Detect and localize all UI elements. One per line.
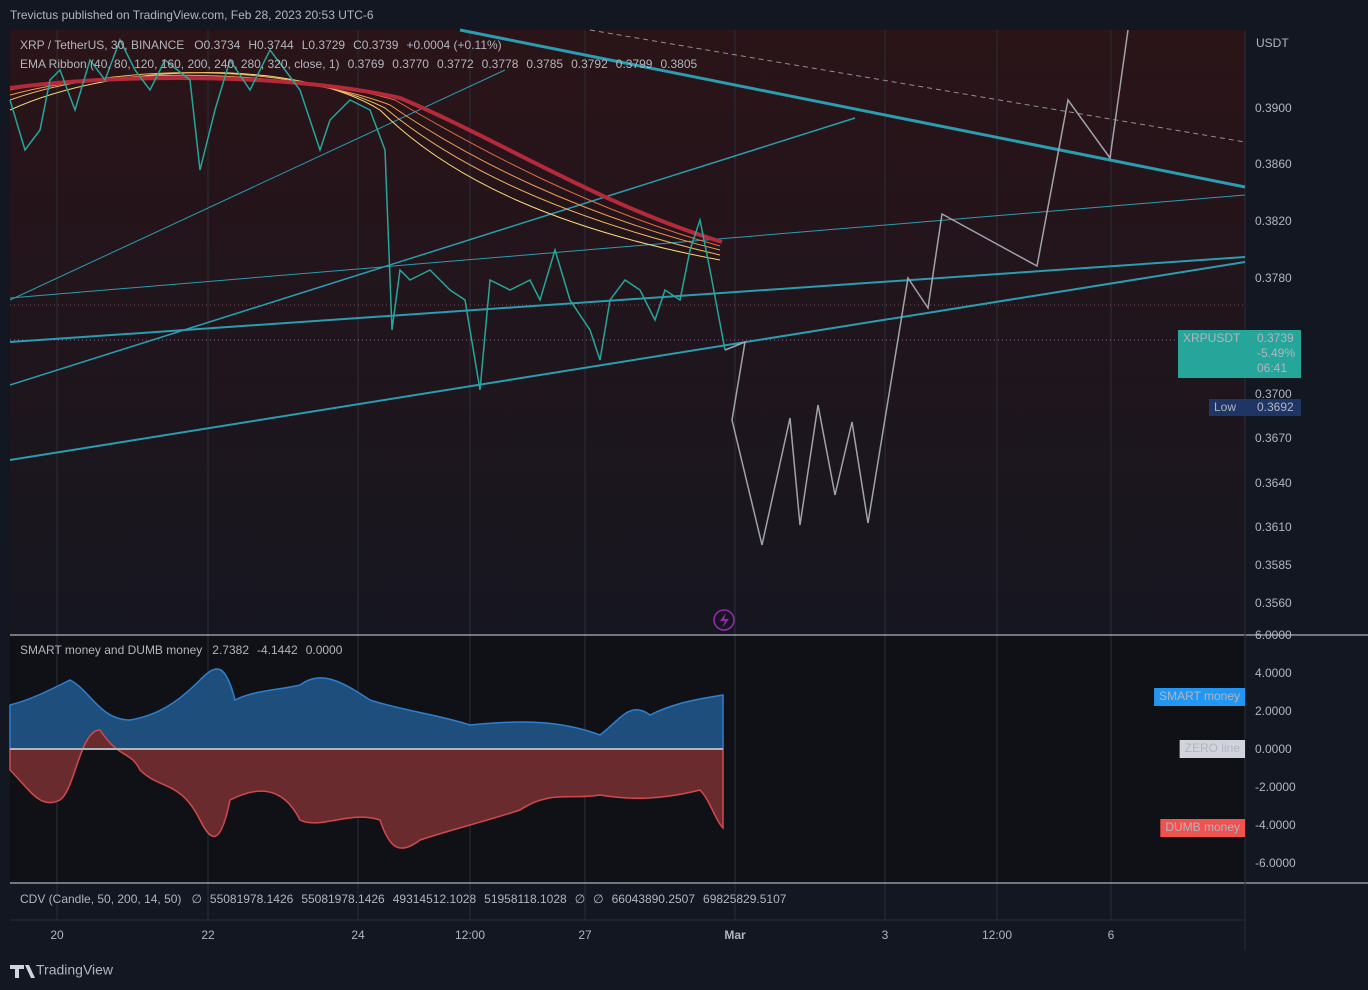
event-icon-bolt: [720, 613, 729, 628]
legend-value: 0.3772: [437, 57, 474, 71]
price-tick-label: 0.3900: [1255, 101, 1292, 115]
time-tick-label: 22: [201, 928, 215, 942]
smart-money-area: [9, 668, 724, 750]
legend-value: 0.3805: [660, 57, 697, 71]
time-tick-label: 27: [578, 928, 592, 942]
event-icon[interactable]: [713, 609, 735, 631]
price-tick-label: 0.3560: [1255, 596, 1292, 610]
price-unit: USDT: [1256, 36, 1289, 50]
legend-value: 55081978.1426: [301, 892, 385, 906]
indicator-title: SMART money and DUMB money: [20, 643, 202, 657]
indicator-values: 2.7382 -4.1442 0.0000: [212, 643, 342, 657]
price-axis: 0.3900 0.3860 0.3820 0.3780 0.3700 0.3670 0.36…: [1255, 101, 1292, 610]
price-tick-label: 0.3700: [1255, 387, 1292, 401]
legend-value: O0.3734: [194, 38, 240, 52]
legend-value: 66043890.2507: [612, 892, 696, 906]
price-pane: [10, 30, 1245, 635]
legend-value: 0.0000: [306, 643, 343, 657]
ema-ribbon: [9, 72, 723, 261]
legend-value: +0.0004 (+0.11%): [406, 38, 501, 52]
legend-value: ∅: [593, 892, 603, 906]
indicator-badge-label: SMART money: [1159, 689, 1240, 703]
price-action: [9, 38, 726, 391]
dashed-line: [589, 29, 1246, 143]
ema-values: 0.3769 0.3770 0.3772 0.3778 0.3785 0.3792 0.37…: [348, 57, 698, 71]
legend-value: 0.3785: [526, 57, 563, 71]
legend-value: H0.3744: [248, 38, 294, 52]
time-tick-label: 3: [882, 928, 889, 942]
indicator-badge-label: ZERO line: [1185, 741, 1241, 755]
price-tick-label: 0.3670: [1255, 431, 1292, 445]
symbol: XRP / TetherUS, 30, BINANCE: [20, 38, 184, 52]
time-tick-label: 24: [351, 928, 365, 942]
time-tick-label: 20: [50, 928, 64, 942]
legend-value: 0.3799: [616, 57, 653, 71]
indicator-tick-label: -2.0000: [1255, 780, 1296, 794]
badge-change: -5.49%: [1257, 346, 1295, 360]
low-label: Low: [1214, 400, 1236, 414]
price-tick-label: 0.3640: [1255, 476, 1292, 490]
legend-value: 0.3770: [392, 57, 429, 71]
price-tick-label: 0.3610: [1255, 520, 1292, 534]
time-tick-label: 12:00: [982, 928, 1012, 942]
price-badge: [1178, 330, 1301, 378]
badge-price: 0.3739: [1257, 331, 1294, 345]
legend-value: ∅: [575, 892, 585, 906]
indicator-tick-label: 0.0000: [1255, 742, 1292, 756]
price-tick-label: 0.3780: [1255, 271, 1292, 285]
legend-value: 69825829.5107: [703, 892, 787, 906]
projection-path: [724, 29, 1129, 546]
dumb-money-area: [9, 729, 724, 849]
legend-value: C0.3739: [353, 38, 399, 52]
time-tick-label: 6: [1108, 928, 1115, 942]
indicator-badge: [1160, 819, 1245, 837]
cdv-values: ∅ 55081978.1426 55081978.1426 49314512.1028…: [191, 892, 786, 906]
time-axis: 20 22 24 12:00 27 Mar 3 12:00 6: [50, 928, 1114, 942]
indicator-badge: [1154, 688, 1245, 706]
legend-value: L0.3729: [302, 38, 346, 52]
legend-value: 49314512.1028: [393, 892, 477, 906]
logo: [10, 965, 35, 978]
indicator-axis: 6.0000 4.0000 2.0000 0.0000 -2.0000 -4.0000 -6…: [1154, 628, 1296, 870]
badge-countdown: 06:41: [1257, 361, 1287, 375]
legend-value: -4.1442: [257, 643, 298, 657]
low-price: 0.3692: [1257, 400, 1294, 414]
trendlines: [9, 28, 1246, 461]
brand: TradingView: [36, 962, 114, 978]
indicator-tick-label: 4.0000: [1255, 666, 1292, 680]
ohlc: O0.3734 H0.3744 L0.3729 C0.3739 +0.0004 (+0.…: [194, 38, 501, 52]
low-badge: [1209, 399, 1301, 416]
indicator-badge-label: DUMB money: [1165, 820, 1240, 834]
cdv-title: CDV (Candle, 50, 200, 14, 50): [20, 892, 181, 906]
time-tick-label: 12:00: [455, 928, 485, 942]
indicator-tick-label: 2.0000: [1255, 704, 1292, 718]
price-tick-label: 0.3585: [1255, 558, 1292, 572]
price-tick-label: 0.3860: [1255, 157, 1292, 171]
indicator-tick-label: -4.0000: [1255, 818, 1296, 832]
legend-value: 0.3769: [348, 57, 385, 71]
ema-title: EMA Ribbon (40, 80, 120, 160, 200, 240, …: [20, 57, 340, 71]
legend-value: 2.7382: [212, 643, 249, 657]
legend-value: 55081978.1426: [210, 892, 294, 906]
time-tick-label: Mar: [724, 928, 746, 942]
legend-value: 51958118.1028: [484, 892, 567, 906]
legend-value: ∅: [191, 892, 201, 906]
legend-value: 0.3778: [482, 57, 519, 71]
badge-symbol: XRPUSDT: [1183, 331, 1241, 345]
price-tick-label: 0.3820: [1255, 214, 1292, 228]
indicator-badge: [1179, 740, 1245, 758]
legend-value: 0.3792: [571, 57, 608, 71]
published-text: Trevictus published on TradingView.com, …: [10, 8, 374, 22]
indicator-tick-label: 6.0000: [1255, 628, 1292, 642]
indicator-tick-label: -6.0000: [1255, 856, 1296, 870]
